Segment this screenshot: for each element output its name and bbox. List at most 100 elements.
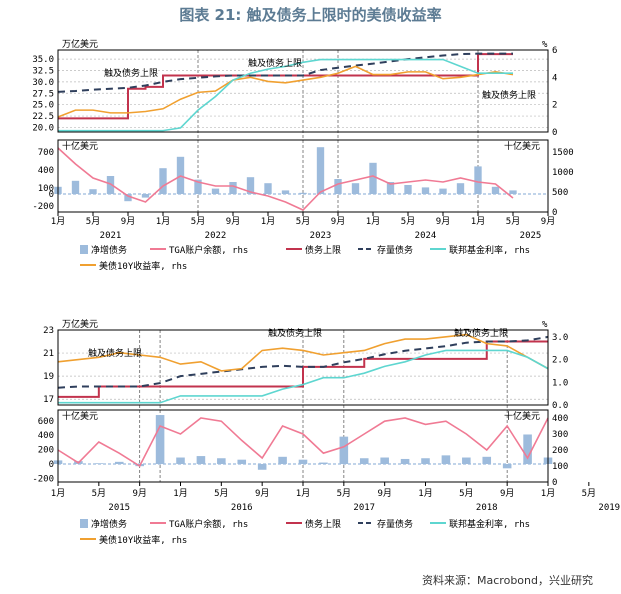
bar-net-issuance: [246, 177, 255, 194]
y-tick-label: 100: [38, 184, 54, 194]
y-tick-label: 17: [43, 395, 54, 405]
y-axis-unit: 万亿美元: [62, 318, 98, 330]
x-tick-label: 1月: [471, 216, 485, 227]
bar-net-issuance: [278, 456, 287, 464]
bar-net-issuance: [196, 456, 206, 464]
y2-tick-label: 4: [552, 73, 557, 83]
x-tick-label: 9月: [500, 488, 514, 499]
y2-tick-label: 300: [552, 430, 568, 440]
x-tick-label: 1月: [156, 216, 170, 227]
x-tick-label: 5月: [92, 488, 106, 499]
bar-net-issuance: [114, 461, 124, 464]
year-label: 2019: [598, 503, 620, 513]
bar-net-issuance: [159, 168, 167, 194]
bar-net-issuance: [299, 192, 307, 194]
y-tick-label: 700: [38, 148, 54, 158]
y-tick-label: 0: [49, 460, 54, 470]
legend-label-ust10y: 美债10Y收益率, rhs: [99, 260, 187, 272]
y2-tick-label: 3.0: [552, 333, 568, 343]
bar-net-issuance: [298, 459, 308, 464]
x-tick-label: 5月: [459, 488, 473, 499]
series-line-ust10y: [57, 65, 514, 118]
x-tick-label: 5月: [191, 216, 205, 227]
x-tick-label: 1月: [418, 488, 432, 499]
bar-net-issuance: [141, 194, 150, 198]
y2-tick-label: 0.0: [552, 401, 568, 411]
bar-net-issuance: [339, 436, 349, 464]
y-tick-label: 400: [38, 431, 54, 441]
y-tick-label: 27.5: [32, 89, 54, 99]
y-tick-label: 23: [43, 326, 54, 336]
year-label: 2018: [476, 503, 498, 513]
bar-net-issuance: [211, 188, 220, 194]
legend-swatch-net_issuance: [80, 519, 88, 528]
annotation-debt-ceiling: 触及债务上限: [482, 89, 536, 101]
y2-axis-unit: %: [542, 40, 548, 50]
plot-frame-top: [57, 329, 549, 406]
y2-axis-unit: 十亿美元: [504, 410, 540, 422]
bar-net-issuance: [380, 457, 389, 464]
y-axis-unit: 十亿美元: [62, 410, 98, 422]
bar-net-issuance: [351, 183, 360, 194]
y2-axis-unit: %: [542, 320, 548, 330]
bar-net-issuance: [404, 185, 412, 194]
bar-net-issuance: [482, 456, 492, 464]
x-tick-label: 1月: [173, 488, 187, 499]
y-tick-label: 22.5: [32, 112, 54, 122]
plot-frame-top: [57, 49, 549, 133]
bar-net-issuance: [474, 166, 482, 194]
x-tick-label: 9月: [541, 216, 555, 227]
y-tick-label: -200: [32, 474, 54, 484]
y2-tick-label: 2: [552, 101, 557, 111]
y-tick-label: 25.0: [32, 101, 54, 111]
figure-title: 图表 21: 触及债务上限时的美债收益率: [179, 6, 442, 24]
legend-label-debt_stock: 存量债务: [377, 244, 413, 256]
bar-net-issuance: [71, 180, 80, 194]
bar-net-issuance: [229, 182, 237, 194]
annotation-debt-ceiling: 触及债务上限: [248, 57, 302, 69]
year-label: 2017: [353, 503, 375, 513]
x-tick-label: 1月: [296, 488, 310, 499]
x-tick-label: 1月: [51, 488, 65, 499]
x-tick-label: 1月: [261, 216, 275, 227]
y2-tick-label: 0: [552, 208, 557, 218]
y-axis-unit: 十亿美元: [62, 140, 98, 152]
y2-tick-label: 1000: [552, 168, 574, 178]
y2-tick-label: 400: [552, 414, 568, 424]
y-tick-label: -200: [32, 202, 54, 212]
y-tick-label: 19: [43, 372, 54, 382]
bar-net-issuance: [509, 190, 517, 194]
series-line-tga: [57, 417, 549, 468]
y-tick-label: 30.0: [32, 78, 54, 88]
x-tick-label: 5月: [506, 216, 520, 227]
legend-label-debt_limit: 债务上限: [305, 518, 341, 530]
x-tick-label: 9月: [331, 216, 345, 227]
legend-label-fed_funds: 联邦基金利率, rhs: [449, 518, 530, 530]
x-tick-label: 9月: [226, 216, 240, 227]
x-tick-label: 9月: [121, 216, 135, 227]
y-axis-unit: 万亿美元: [62, 38, 98, 50]
y-tick-label: 600: [38, 417, 54, 427]
bar-net-issuance: [491, 186, 500, 194]
y-tick-label: 0: [49, 190, 54, 200]
bar-net-issuance: [462, 457, 471, 464]
x-tick-label: 1月: [541, 488, 555, 499]
y-tick-label: 21: [43, 349, 54, 359]
y2-tick-label: 6: [552, 46, 557, 56]
bar-net-issuance: [281, 190, 290, 194]
annotation-debt-ceiling: 触及债务上限: [268, 327, 322, 339]
x-tick-label: 5月: [337, 488, 351, 499]
series-line-fed_funds: [58, 349, 549, 404]
bar-net-issuance: [334, 179, 342, 194]
y-tick-label: 32.5: [32, 67, 54, 77]
x-tick-label: 5月: [582, 488, 596, 499]
series-line-ust10y: [57, 333, 549, 372]
bar-net-issuance: [369, 162, 377, 194]
bar-net-issuance: [89, 189, 97, 194]
bar-net-issuance: [319, 462, 328, 464]
legend-label-net_issuance: 净增债务: [91, 244, 127, 256]
annotation-debt-ceiling: 触及债务上限: [454, 327, 508, 339]
year-label: 2016: [231, 503, 253, 513]
bar-net-issuance: [94, 463, 104, 464]
